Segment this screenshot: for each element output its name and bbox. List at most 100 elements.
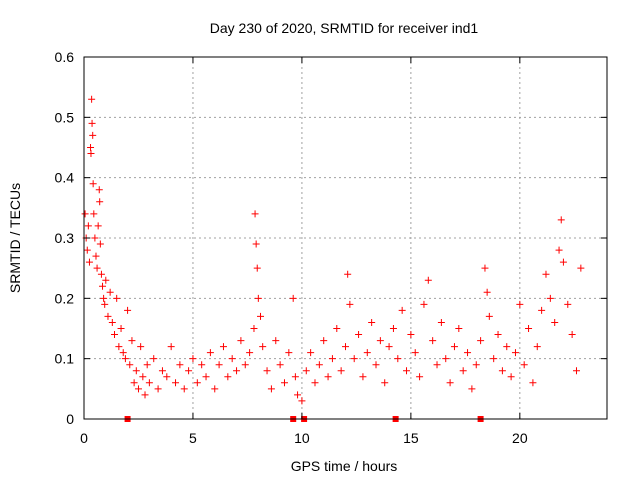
data-point [101,300,109,308]
y-tick-labels: 0 0.1 0.2 0.3 0.4 0.5 0.6 [55,49,75,427]
data-point [416,373,424,381]
data-point [115,343,123,351]
data-point [108,318,116,326]
data-point [437,318,445,326]
data-point [546,294,554,302]
data-point [121,355,129,363]
data-point [481,264,489,272]
data-point [459,367,467,375]
data-point [139,373,147,381]
data-point [477,337,485,345]
data-point [490,355,498,363]
data-point [89,131,97,139]
data-point [119,349,127,357]
data-point [315,361,323,369]
data-point [555,246,563,254]
data-point [485,312,493,320]
data-point [99,282,107,290]
data-point [219,343,227,351]
data-point [102,276,110,284]
data-point [276,361,284,369]
data-point [250,325,258,332]
data-point [134,385,142,393]
data-point [559,258,567,266]
data-point [206,349,214,357]
data-point [95,186,103,194]
data-point [130,379,138,387]
data-point [111,331,119,339]
data-point [154,385,162,393]
data-point [320,337,328,345]
data-point [88,119,96,127]
data-point [88,95,96,103]
data-point [516,300,524,308]
data-point [87,150,95,158]
data-point [442,355,450,363]
data-point [533,343,541,351]
data-point [311,379,319,387]
data-point [289,294,297,302]
data-point [525,325,533,332]
data-point [172,379,180,387]
data-point [87,144,95,151]
data-point [389,325,397,332]
data-point [398,306,406,314]
y-tick-label: 0.5 [55,109,75,125]
data-point [89,180,97,188]
data-point [411,349,419,357]
data-point [141,391,149,399]
data-point [96,240,104,248]
data-point [381,379,389,387]
data-point [511,349,519,357]
data-point [254,294,262,302]
data-point [202,373,210,381]
data-point [228,355,236,363]
data-point [167,343,175,351]
data-point [92,252,100,260]
axis-ticks [83,56,607,420]
data-point [193,379,201,387]
data-point [429,337,437,345]
data-point [94,222,102,230]
data-point [158,367,166,375]
data-point [564,300,572,308]
data-point [83,246,91,254]
data-point [337,367,345,375]
data-point [557,216,565,224]
data-point [407,331,415,339]
data-point [246,349,254,357]
data-point [97,270,105,278]
data-point [180,385,188,393]
data-point [291,373,299,381]
data-point [128,337,136,345]
data-point [385,343,393,351]
data-point [302,367,310,375]
data-point [84,222,92,230]
data-point [498,367,506,375]
data-point [446,379,454,387]
y-tick-label: 0.6 [55,49,75,65]
data-point [455,325,463,332]
data-point [529,379,537,387]
data-point [113,294,121,302]
data-point [503,343,511,351]
data-point [81,210,89,218]
grid-lines [84,57,607,419]
data-point [355,331,363,339]
data-point [372,361,380,369]
x-tick-labels: 0 5 10 15 20 [80,430,528,446]
data-point [104,312,112,320]
data-point [137,343,145,351]
data-point [568,331,576,339]
data-point [542,270,550,278]
data-point [507,373,515,381]
y-tick-label: 0.3 [55,230,75,246]
data-point [233,367,241,375]
data-point [403,367,411,375]
y-tick-label: 0.2 [55,290,75,306]
data-point [143,361,151,369]
data-point [433,361,441,369]
data-point [257,312,265,320]
data-point [241,361,249,369]
data-point [298,397,306,405]
